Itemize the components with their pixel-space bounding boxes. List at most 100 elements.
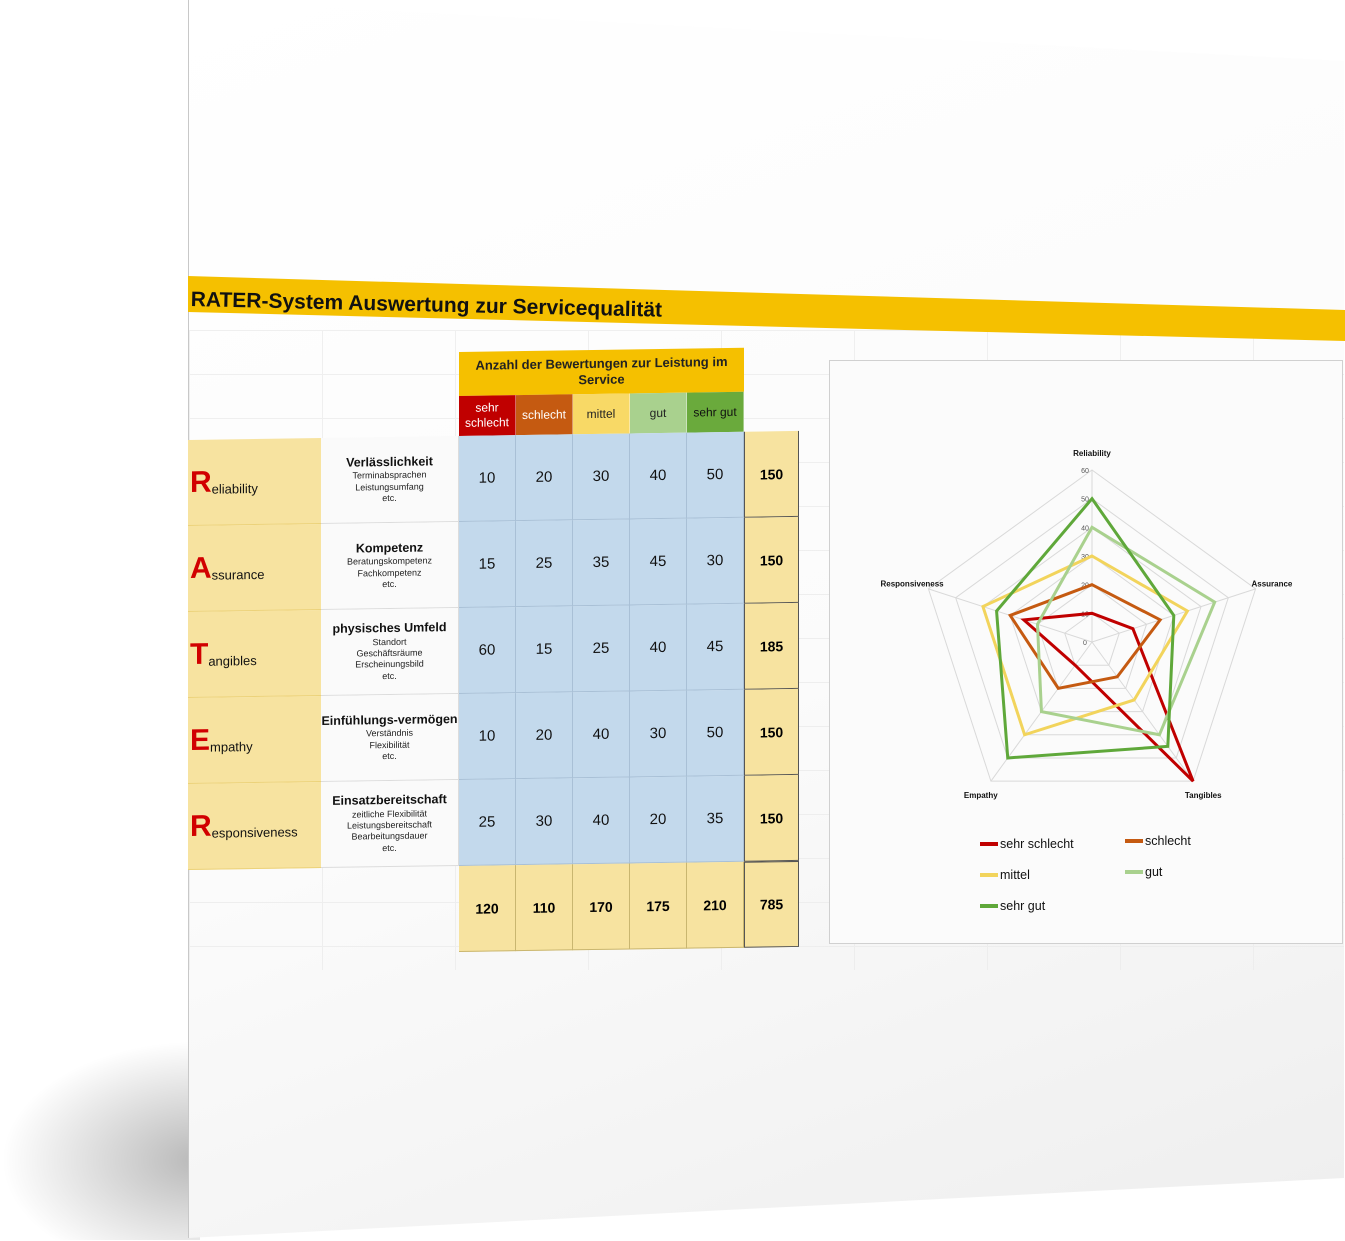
legend-label: gut xyxy=(1145,865,1163,879)
rating-count: 40 xyxy=(573,691,630,779)
rating-count: 40 xyxy=(630,432,687,520)
category-header: gut xyxy=(630,392,687,434)
dimension-cell: Kompetenz Beratungskompetenz Fachkompetenz… xyxy=(321,521,459,611)
rating-count: 40 xyxy=(630,604,687,692)
radar-axis xyxy=(1091,641,1194,782)
rating-count: 20 xyxy=(516,692,573,780)
radar-chart: 0 10 20 30 40 50 60 Reliability Assurance Tangibl… xyxy=(829,360,1343,944)
tick-label: 60 xyxy=(1081,468,1089,475)
column-total: 120 xyxy=(459,865,516,952)
dimension-name: Einfühlungs-vermögen xyxy=(321,711,458,728)
rating-count: 45 xyxy=(630,518,687,606)
dimension-desc: Leistungsumfang xyxy=(355,481,424,493)
row-total: 150 xyxy=(744,774,799,862)
rater-word: esponsiveness xyxy=(211,824,298,841)
tick-label: 50 xyxy=(1081,497,1089,504)
row-total: 185 xyxy=(744,602,799,690)
rating-count: 25 xyxy=(516,520,573,608)
row-total: 150 xyxy=(744,516,799,604)
category-header: mittel xyxy=(573,393,630,435)
legend-label: mittel xyxy=(1000,868,1030,882)
dimension-desc: Flexibilität xyxy=(369,739,410,750)
dimension-desc: etc. xyxy=(382,750,397,762)
dimension-desc: etc. xyxy=(382,842,397,853)
dimension-name: Kompetenz xyxy=(355,540,424,556)
rating-count: 15 xyxy=(516,606,573,694)
rating-count: 60 xyxy=(459,607,516,694)
radar-gridline xyxy=(1064,612,1120,666)
axis-label: Reliability xyxy=(1073,449,1111,458)
rating-count: 15 xyxy=(459,521,516,608)
rating-count: 50 xyxy=(687,431,744,519)
dimension-cell: Einfühlungs-vermögen Verständnis Flexibili… xyxy=(321,693,459,783)
legend-swatch xyxy=(1125,870,1143,874)
series-line xyxy=(1035,525,1217,737)
radar-gridline xyxy=(927,469,1257,782)
dimension-cell: Einsatzbereitschaft zeitliche Flexibilitä… xyxy=(321,779,459,869)
table-header: Anzahl der Bewertungen zur Leistung im S… xyxy=(459,347,744,396)
column-total: 175 xyxy=(630,862,687,950)
category-header: schlecht xyxy=(516,394,573,436)
rater-word: angibles xyxy=(208,652,257,669)
series-line xyxy=(1020,611,1195,783)
axis-label: Empathy xyxy=(964,791,998,800)
dimension-desc: Standort xyxy=(372,636,407,648)
legend-item: sehr gut xyxy=(980,899,1045,913)
rating-count: 45 xyxy=(687,603,744,691)
dimension-desc: Bearbeitungsdauer xyxy=(351,830,428,842)
dimension-name: Einsatzbereitschaft xyxy=(332,792,447,809)
radar-gridline xyxy=(1009,555,1175,713)
rater-word: mpathy xyxy=(210,739,253,755)
rating-count: 30 xyxy=(630,690,687,778)
tick-label: 40 xyxy=(1081,525,1089,532)
dimension-desc: Fachkompetenz xyxy=(357,567,422,579)
dimension-cell: physisches Umfeld Standort Geschäftsräume E… xyxy=(321,607,459,697)
row-total: 150 xyxy=(744,430,799,518)
rating-count: 25 xyxy=(573,605,630,693)
rating-count: 30 xyxy=(573,433,630,521)
rater-letter: E xyxy=(190,723,211,757)
rating-count: 10 xyxy=(459,693,516,780)
rating-count: 20 xyxy=(630,776,687,864)
legend-item: sehr schlecht xyxy=(980,837,1074,851)
rating-count: 40 xyxy=(573,777,630,865)
dimension-desc: etc. xyxy=(382,670,397,681)
dimension-cell: Verlässlichkeit Terminabsprachen Leistungs… xyxy=(321,435,459,525)
rater-letter: R xyxy=(190,809,212,843)
dimension-desc: etc. xyxy=(382,578,397,590)
column-total: 210 xyxy=(687,861,744,949)
grand-total: 785 xyxy=(744,860,799,948)
rater-table: Anzahl der Bewertungen zur Leistung im S… xyxy=(188,347,799,956)
radar-gridline xyxy=(955,498,1229,759)
radar-gridline xyxy=(982,526,1202,736)
category-header: sehr schlecht xyxy=(459,395,516,436)
legend-swatch xyxy=(980,904,998,908)
rater-letter: A xyxy=(190,551,212,585)
legend-swatch xyxy=(980,842,998,846)
rater-letter: T xyxy=(190,637,209,671)
column-total: 170 xyxy=(573,863,630,951)
category-header: sehr gut xyxy=(687,391,744,433)
dimension-name: physisches Umfeld xyxy=(332,620,447,637)
rater-word: eliability xyxy=(211,480,258,497)
legend-swatch xyxy=(980,873,998,877)
rating-count: 30 xyxy=(687,517,744,605)
axis-label: Responsiveness xyxy=(880,580,944,589)
tick-label: 30 xyxy=(1081,554,1089,561)
row-total: 150 xyxy=(744,688,799,776)
column-total: 110 xyxy=(516,864,573,952)
rater-word: ssurance xyxy=(211,566,265,583)
dimension-desc: etc. xyxy=(382,492,397,504)
legend-label: sehr gut xyxy=(1000,899,1046,913)
dimension-name: Verlässlichkeit xyxy=(346,454,433,470)
legend-item: mittel xyxy=(980,868,1030,882)
legend-swatch xyxy=(1125,839,1143,843)
legend-label: schlecht xyxy=(1145,834,1191,848)
dimension-desc: Erscheinungsbild xyxy=(355,658,424,670)
legend-item: schlecht xyxy=(1125,834,1191,848)
